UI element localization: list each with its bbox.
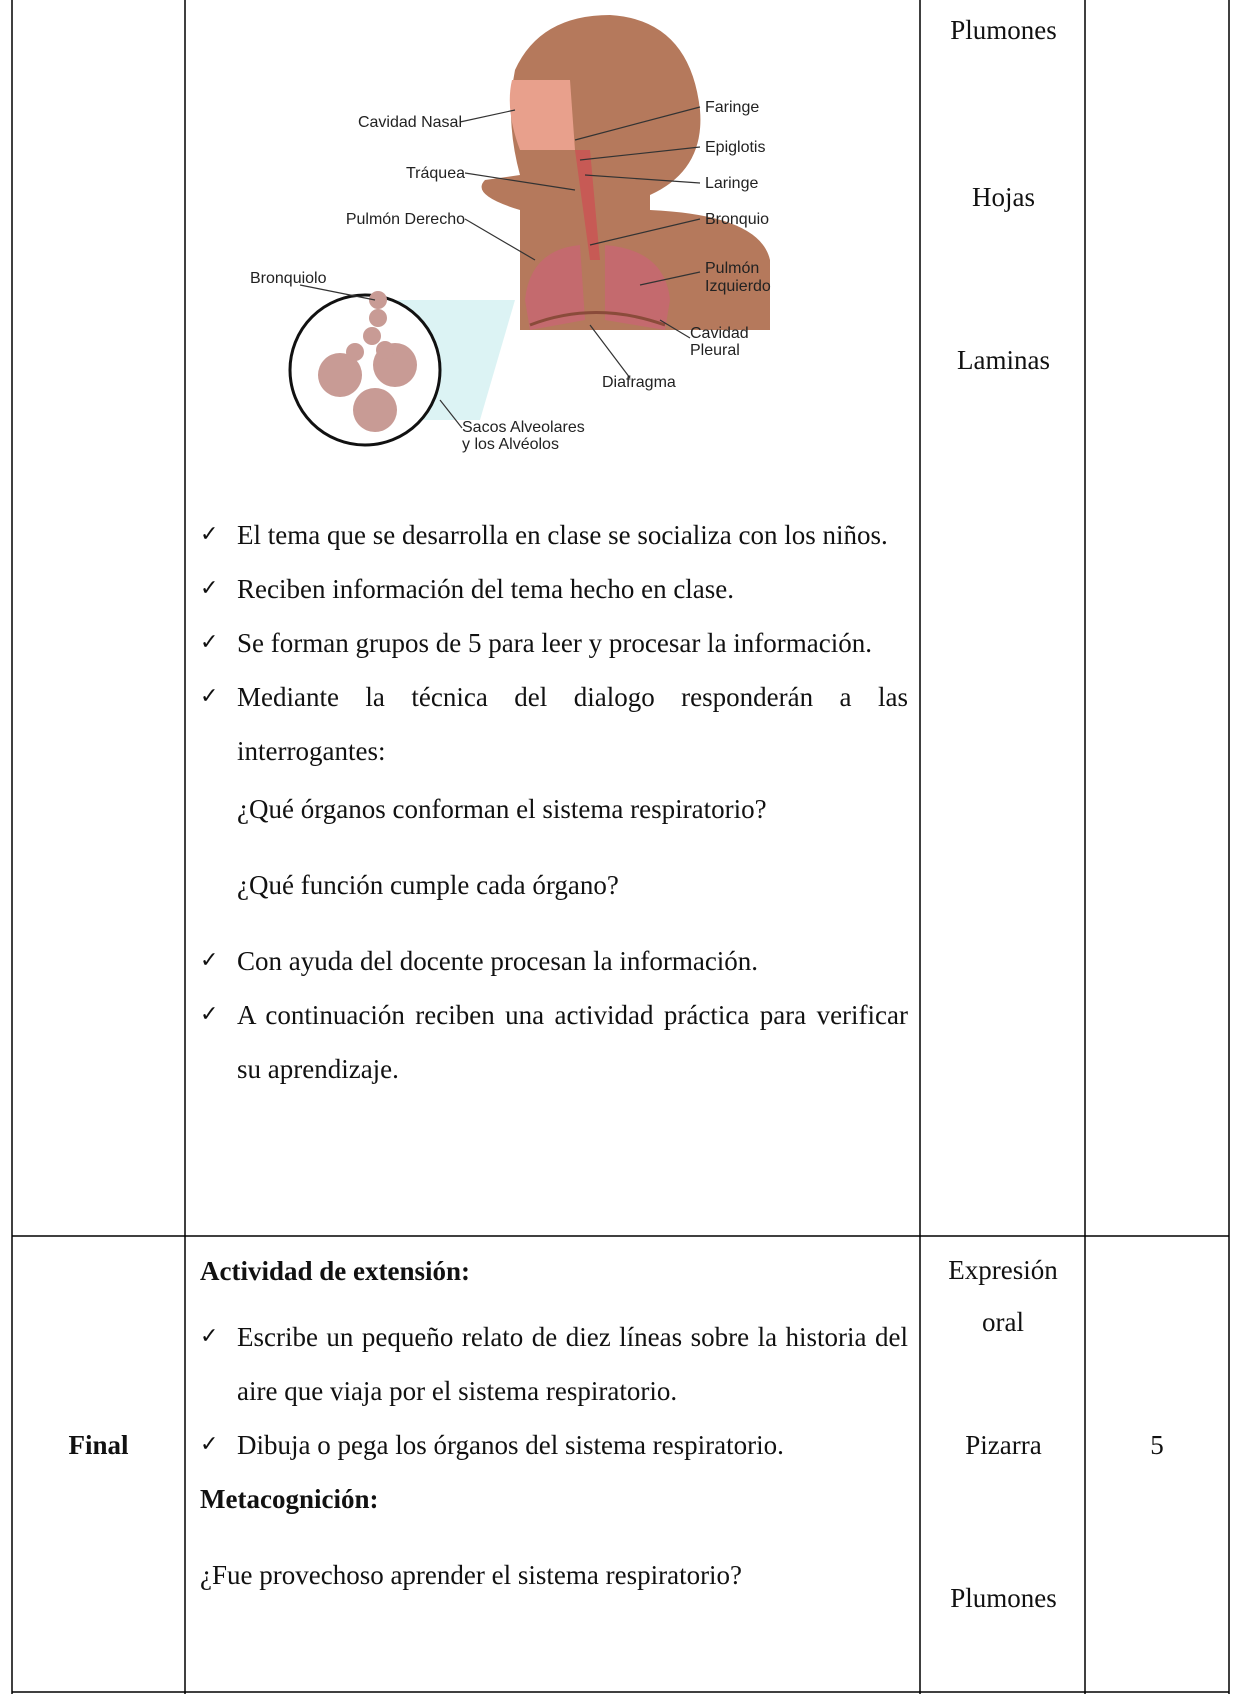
diagram-label: Cavidad (690, 325, 749, 342)
diagram-label: Faringe (705, 99, 759, 116)
activities: El tema que se desarrolla en clase se so… (200, 508, 908, 1096)
diagram-label: Tráquea (406, 165, 465, 182)
resource: Expresión oral (948, 1255, 1058, 1337)
diagram-label: Cavidad Nasal (358, 114, 462, 131)
resource: Laminas (957, 345, 1050, 375)
bullet: Escribe un pequeño relato de diez líneas… (200, 1310, 908, 1418)
question: ¿Fue provechoso aprender el sistema resp… (200, 1560, 743, 1590)
bullet: Con ayuda del docente procesan la inform… (200, 934, 908, 988)
diagram-label: Pulmón Derecho (346, 211, 465, 228)
time: 5 (1150, 1430, 1164, 1460)
stage: Final (68, 1430, 129, 1460)
diagram-label: Izquierdo (705, 278, 771, 295)
diagram-label: Laringe (705, 175, 758, 192)
diagram-label: Pulmón (705, 260, 759, 277)
bullet: Dibuja o pega los órganos del sistema re… (200, 1418, 908, 1472)
resource: Pizarra (965, 1430, 1042, 1460)
heading: Metacognición: (200, 1484, 379, 1514)
diagram-label: Epiglotis (705, 139, 765, 156)
resource: Plumones (950, 15, 1057, 45)
activities: Actividad de extensión: Escribe un peque… (200, 1244, 908, 1602)
diagram-label: Sacos Alveolares (462, 419, 585, 436)
diagram-label: Bronquiolo (250, 270, 327, 287)
diagram-label: Bronquio (705, 211, 769, 228)
resource: Plumones (950, 1583, 1057, 1613)
bullet: Se forman grupos de 5 para leer y proces… (200, 616, 908, 670)
diagram-label: Pleural (690, 342, 740, 359)
respiratory-diagram: Cavidad Nasal Faringe Epiglotis Tráquea … (250, 15, 771, 453)
diagram-label: y los Alvéolos (462, 436, 559, 453)
question: ¿Qué órganos conforman el sistema respir… (237, 794, 767, 824)
bullet: Reciben información del tema hecho en cl… (200, 562, 908, 616)
question: ¿Qué función cumple cada órgano? (237, 870, 619, 900)
bullet: A continuación reciben una actividad prá… (200, 988, 908, 1096)
diagram-label: Diafragma (602, 374, 676, 391)
heading: Actividad de extensión: (200, 1256, 470, 1286)
bullet: Mediante la técnica del dialogo responde… (200, 670, 908, 778)
bullet: El tema que se desarrolla en clase se so… (200, 508, 908, 562)
resource: Hojas (972, 182, 1035, 212)
